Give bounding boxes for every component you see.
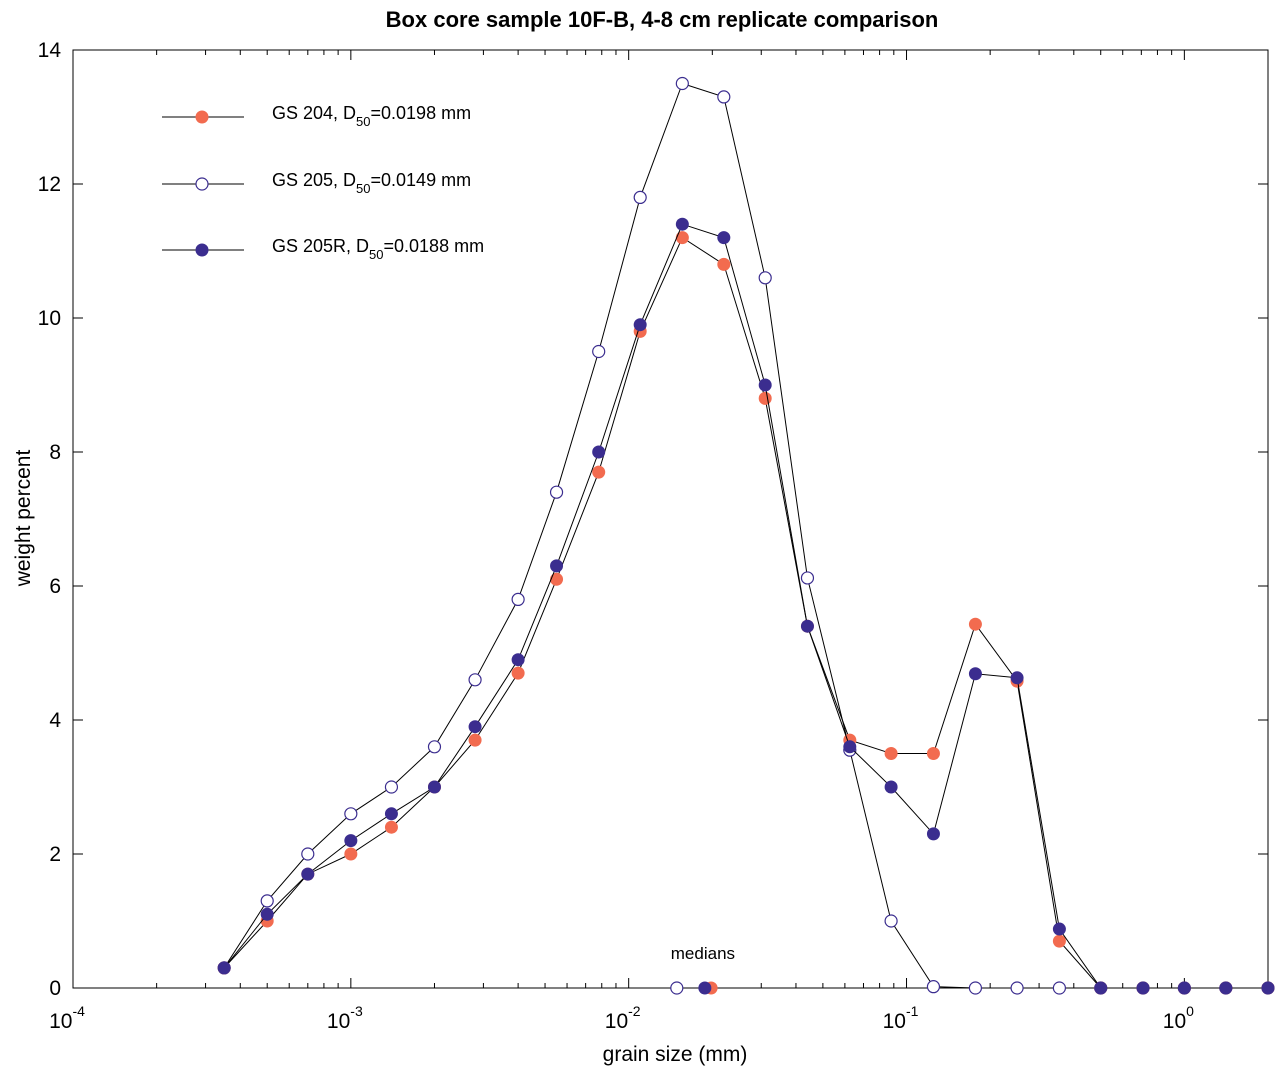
- median-point: [698, 981, 712, 995]
- data-point: [511, 666, 525, 680]
- legend: GS 204, D50=0.0198 mm GS 205, D50=0.0149 …: [162, 103, 484, 262]
- data-point: [384, 780, 399, 794]
- plot-frame: [72, 49, 1269, 989]
- series-line: [223, 223, 1268, 989]
- data-point: [843, 740, 857, 754]
- legend-marker: [195, 110, 209, 124]
- series-layer: [217, 76, 1275, 995]
- series-line: [223, 82, 1268, 989]
- y-tick-label: 0: [49, 977, 61, 1000]
- data-point: [592, 344, 606, 359]
- data-point: [926, 980, 941, 994]
- data-point: [1261, 981, 1275, 995]
- plot-border: [72, 49, 1269, 989]
- data-point: [301, 847, 315, 861]
- chart-title: Box core sample 10F-B, 4-8 cm replicate …: [386, 7, 939, 32]
- x-axis-label: grain size (mm): [603, 1043, 748, 1066]
- y-tick-label: 14: [38, 39, 62, 62]
- data-point: [926, 747, 940, 760]
- data-point: [968, 981, 983, 995]
- x-tick-label: 10-1: [883, 1003, 919, 1033]
- data-point: [717, 231, 731, 245]
- legend-label: GS 205R, D50=0.0188 mm: [272, 236, 484, 262]
- x-tick-label: 100: [1163, 1003, 1194, 1033]
- x-tick-label: 10-3: [327, 1003, 363, 1033]
- data-point: [427, 740, 442, 754]
- data-point: [301, 867, 315, 881]
- data-point: [592, 465, 606, 479]
- data-point: [1094, 981, 1108, 995]
- data-point: [884, 914, 898, 928]
- y-tick-label: 6: [49, 575, 61, 598]
- data-point: [550, 559, 564, 573]
- data-point: [717, 90, 731, 104]
- data-point: [800, 619, 814, 633]
- annotation-text: medians: [671, 944, 735, 963]
- data-point: [758, 391, 772, 405]
- data-point: [260, 907, 274, 921]
- data-point: [217, 961, 231, 975]
- data-point: [344, 807, 358, 821]
- data-point: [1219, 981, 1233, 995]
- legend-label: GS 205, D50=0.0149 mm: [272, 170, 471, 196]
- data-point: [1052, 922, 1066, 936]
- data-point: [511, 653, 525, 667]
- y-axis: 0 2 4 6 8 10 12 14: [38, 39, 1268, 1000]
- data-point: [884, 747, 898, 760]
- annotations: medians: [671, 944, 735, 963]
- data-point: [511, 592, 525, 607]
- data-point: [968, 667, 982, 681]
- series-0: [217, 231, 1275, 995]
- y-tick-label: 8: [49, 441, 61, 464]
- data-point: [1052, 981, 1066, 995]
- y-axis-label: weight percent: [12, 450, 35, 588]
- data-point: [1177, 981, 1191, 995]
- data-point: [1052, 934, 1066, 948]
- y-tick-label: 2: [49, 843, 61, 866]
- series-2: [217, 217, 1275, 995]
- x-tick-label: 10-4: [49, 1003, 85, 1033]
- data-point: [968, 617, 982, 631]
- data-point: [1136, 981, 1150, 995]
- data-point: [884, 780, 898, 794]
- median-point: [670, 981, 684, 995]
- data-point: [550, 572, 564, 586]
- data-point: [1010, 981, 1024, 995]
- data-point: [800, 571, 815, 585]
- data-point: [758, 271, 772, 285]
- data-point: [384, 807, 398, 821]
- data-point: [675, 231, 689, 245]
- y-tick-label: 12: [38, 173, 61, 196]
- data-point: [675, 217, 689, 231]
- data-point: [675, 76, 689, 91]
- legend-marker: [195, 243, 209, 257]
- data-point: [633, 190, 647, 204]
- data-point: [926, 827, 940, 841]
- data-point: [260, 894, 274, 908]
- data-point: [344, 847, 358, 861]
- data-point: [1010, 671, 1024, 685]
- series-line: [223, 236, 1268, 989]
- data-point: [717, 257, 731, 271]
- x-tick-label: 10-2: [605, 1003, 641, 1033]
- data-point: [549, 485, 564, 499]
- median-markers: [670, 981, 718, 995]
- data-point: [592, 445, 606, 459]
- legend-marker: [195, 177, 209, 191]
- data-point: [468, 733, 482, 747]
- y-tick-label: 10: [38, 307, 61, 330]
- data-point: [427, 780, 441, 794]
- legend-label: GS 204, D50=0.0198 mm: [272, 103, 471, 129]
- series-1: [217, 76, 1275, 995]
- data-point: [633, 318, 647, 332]
- data-point: [468, 673, 482, 687]
- data-point: [344, 834, 358, 848]
- data-point: [384, 820, 398, 834]
- y-tick-label: 4: [49, 709, 61, 732]
- data-point: [758, 378, 772, 392]
- x-axis: 10-4 10-3 10-2 10-1 100: [49, 50, 1269, 1033]
- data-point: [468, 720, 482, 734]
